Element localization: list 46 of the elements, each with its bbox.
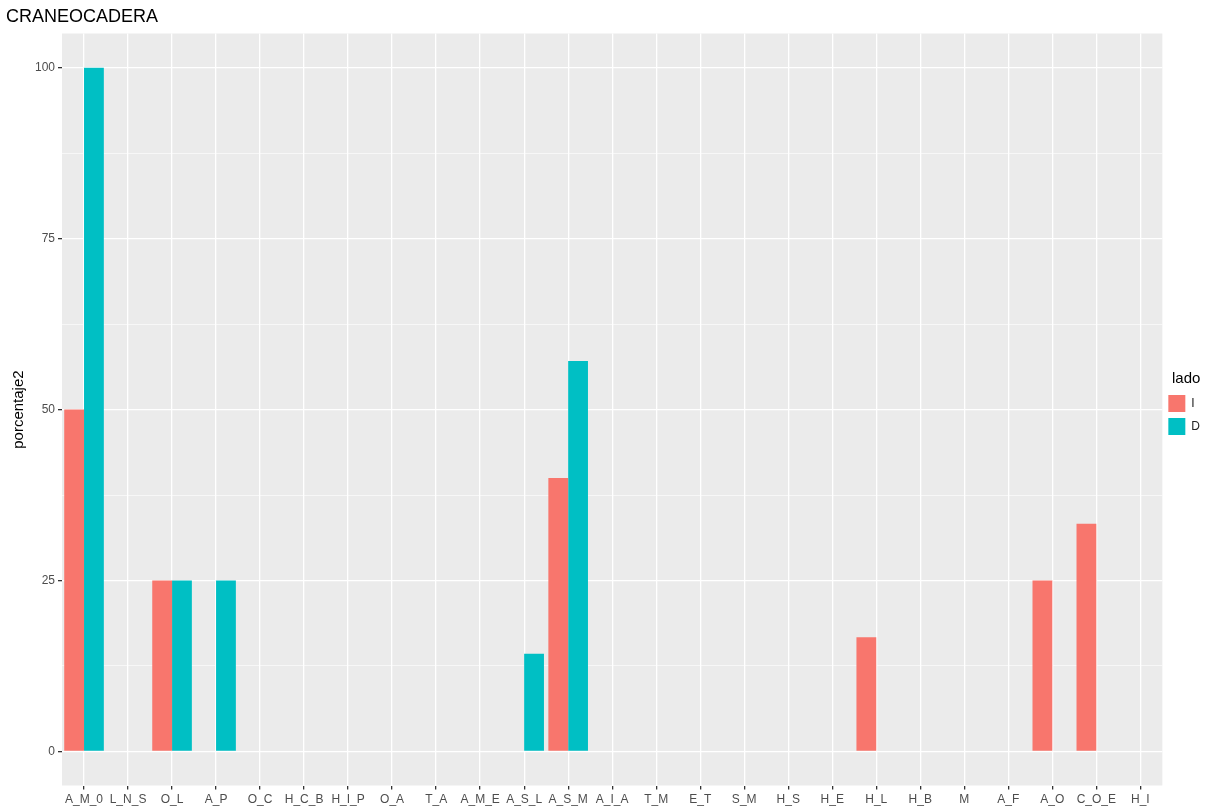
x-tick-label: A_S_L bbox=[506, 792, 543, 807]
x-tick-label: S_M bbox=[731, 792, 757, 807]
bar bbox=[524, 653, 544, 751]
x-tick-label: H_I_P bbox=[331, 792, 365, 807]
bar bbox=[568, 361, 588, 751]
bar bbox=[548, 477, 569, 751]
y-tick-label: 25 bbox=[41, 572, 56, 587]
x-tick-label: H_C_B bbox=[284, 792, 324, 807]
x-tick-label: A_M_0 bbox=[65, 792, 104, 807]
bar bbox=[84, 67, 104, 751]
bar bbox=[856, 637, 877, 751]
x-tick-label: A_F bbox=[997, 792, 1020, 807]
bar bbox=[152, 580, 173, 751]
bar bbox=[172, 580, 192, 751]
y-tick-label: 100 bbox=[34, 60, 56, 75]
y-axis-title: porcentaje2 bbox=[9, 370, 27, 449]
x-tick-label: M bbox=[959, 792, 970, 807]
x-tick-label: A_I_A bbox=[595, 792, 629, 807]
x-tick-label: O_L bbox=[160, 792, 184, 807]
bar bbox=[216, 580, 236, 751]
chart-title: CRANEOCADERA bbox=[6, 5, 159, 26]
legend-title: lado bbox=[1171, 368, 1201, 386]
legend-label: I bbox=[1191, 395, 1195, 410]
x-tick-label: H_B bbox=[908, 792, 932, 807]
x-tick-label: T_A bbox=[425, 792, 448, 807]
legend-label: D bbox=[1191, 418, 1201, 433]
x-tick-label: C_O_E bbox=[1076, 792, 1116, 807]
x-tick-label: A_M_E bbox=[460, 792, 500, 807]
x-tick-label: L_N_S bbox=[109, 792, 147, 807]
bar bbox=[64, 409, 85, 751]
x-tick-label: O_C bbox=[247, 792, 273, 807]
x-tick-label: E_T bbox=[689, 792, 712, 807]
bar bbox=[1032, 580, 1053, 751]
x-tick-label: H_L bbox=[865, 792, 888, 807]
x-tick-label: A_P bbox=[204, 792, 228, 807]
y-tick-label: 0 bbox=[48, 743, 56, 758]
x-tick-label: T_M bbox=[644, 792, 669, 807]
bar bbox=[1076, 523, 1097, 751]
x-tick-label: H_I bbox=[1130, 792, 1150, 807]
x-tick-label: O_A bbox=[380, 792, 405, 807]
x-tick-label: H_E bbox=[820, 792, 844, 807]
y-tick-label: 50 bbox=[41, 401, 56, 416]
x-tick-label: A_S_M bbox=[548, 792, 588, 807]
x-tick-label: H_S bbox=[776, 792, 800, 807]
y-tick-label: 75 bbox=[41, 231, 56, 245]
x-tick-label: A_O bbox=[1040, 792, 1065, 807]
